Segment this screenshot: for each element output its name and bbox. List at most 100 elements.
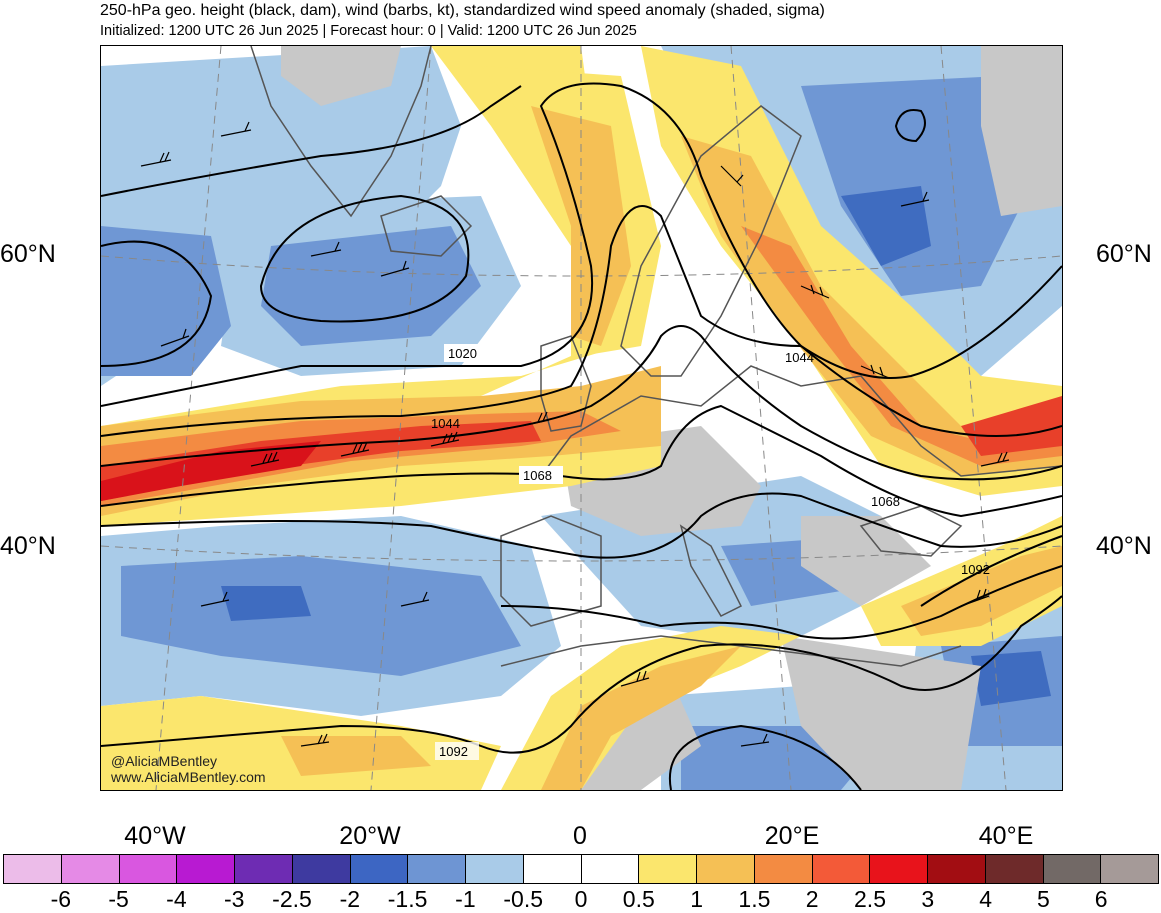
contour-1092-b [500,565,1062,640]
wind-barb-06 [250,451,280,467]
colorbar-tick-label: 0.5 [622,886,655,912]
colorbar [3,854,1159,884]
wind-barb-13 [960,588,990,607]
jet-east-med-core [901,546,1062,636]
anomaly-region-russia-core [841,186,931,266]
colorbar-tick-label: -3 [223,886,245,912]
anomaly-region-iceland-core [261,226,481,346]
colorbar-tick-label: 1 [690,886,703,912]
parallel-40n [101,545,1062,562]
gray-region-africa-east [781,636,981,790]
contour-label-6: 1092 [961,562,990,577]
colorbar-tick-label: -5 [108,886,129,912]
contour-1044 [101,205,1062,437]
chart-title: 250-hPa geo. height (black, dam), wind (… [100,2,825,19]
colorbar-swatch-9 [523,855,582,883]
lat-label-40n-right: 40°N [1096,532,1152,560]
colorbar-swatch-11 [639,855,697,883]
wind-barb-08 [430,431,460,447]
colorbar-tick-label: 2.5 [854,886,886,912]
wind-barb-10 [800,284,830,299]
lon-label-0: 0 [573,822,587,850]
colorbar-swatch-2 [119,855,178,883]
jet-atlantic-core [101,421,541,501]
colorbar-swatch-10 [581,855,640,883]
contour-1068 [101,404,1062,518]
lat-label-60n-left: 60°N [0,240,56,268]
contour-label-5: 1068 [871,494,900,509]
colorbar-swatch-18 [1043,855,1102,883]
wind-barb-14 [620,670,650,687]
map-panel: 1020 1044 1068 1044 1068 1092 1092 [100,45,1063,791]
jet-caspian-core [961,396,1062,456]
colorbar-swatch-5 [292,855,351,883]
wind-barb-20 [300,733,330,747]
coast-north-africa [500,635,962,667]
contour-1020-b [101,82,1062,407]
wind-barb-11 [860,364,890,379]
colorbar-ticks: -6 -5 -4 -3 -2.5 -2 -1.5 -1 -0.5 0 0.5 1 1.5 2 2.5 3 4 5 6 [0,884,1161,912]
colorbar-tick-label: -0.5 [503,886,544,912]
chart-subtitle: Initialized: 1200 UTC 26 Jun 2025 | Fore… [100,23,637,39]
contour-label-box-7 [435,742,479,760]
coast-greenland [250,46,432,218]
negative-anomaly-shading [101,46,1062,790]
height-contours [101,82,1062,790]
contour-labels: 1020 1044 1068 1044 1068 1092 1092 [431,344,990,760]
colorbar-swatch-8 [466,855,524,883]
colorbar-tick-label: -4 [166,886,187,912]
wind-barb-03 [310,241,342,257]
anomaly-region-east-mid-strong [971,651,1051,706]
contour-1044-b [101,325,1062,481]
contour-label-box-1 [444,344,488,362]
coast-europe [540,365,1062,477]
jet-africa-core [541,646,741,790]
colorbar-swatch-19 [1101,855,1158,883]
wind-barb-01 [140,151,172,167]
colorbar-swatch-0 [4,855,62,883]
anomaly-region-west-low [101,226,231,376]
wind-barb-15 [200,591,230,607]
contour-label-4: 1044 [785,350,814,365]
colorbar-swatch-13 [754,855,813,883]
wind-barb-02 [220,121,252,137]
meridian-40e [940,46,1007,790]
contour-label-box-3 [519,466,563,484]
contour-label-3: 1068 [523,468,552,483]
wind-barb-19 [740,733,770,747]
coast-italy [679,524,743,617]
wind-barb-17 [720,165,744,187]
lon-label-20e: 20°E [764,822,820,850]
gray-region-arctic [981,46,1062,216]
contour-label-2: 1044 [431,416,460,431]
colorbar-swatch-4 [235,855,293,883]
anomaly-region-azores-core [221,586,311,621]
wind-barb-18 [900,191,930,207]
colorbar-swatch-3 [177,855,235,883]
colorbar-tick-label: 0 [574,886,588,912]
lon-label-20w: 20°W [339,822,401,850]
wind-barb-04 [380,260,410,277]
contour-1092 [920,535,1062,607]
colorbar-tick-label: 4 [979,886,992,912]
wind-barb-05 [160,328,190,347]
jet-southwest-core [281,736,431,776]
meridian-20w [370,46,432,790]
colorbar-swatch-17 [985,855,1044,883]
colorbar-tick-label: 2 [805,886,819,912]
colorbar-swatch-6 [350,855,409,883]
coast-scandinavia [620,105,802,377]
colorbar-swatch-7 [408,855,466,883]
credit-handle: @AliciaMBentley [111,753,218,769]
lat-label-40n-left: 40°N [0,532,56,560]
wind-barb-07 [340,441,370,457]
coast-iberia [500,515,602,627]
contour-low-iceland [259,194,470,323]
colorbar-tick-label: -2 [339,886,361,912]
credit-site: www.AliciaMBentley.com [111,769,266,785]
meridian-40w [155,46,222,790]
colorbar-tick-label: 5 [1036,886,1050,912]
gray-region-greenland-top [281,46,401,106]
coast-black-sea [859,505,963,557]
contour-1092-c [101,595,1062,754]
